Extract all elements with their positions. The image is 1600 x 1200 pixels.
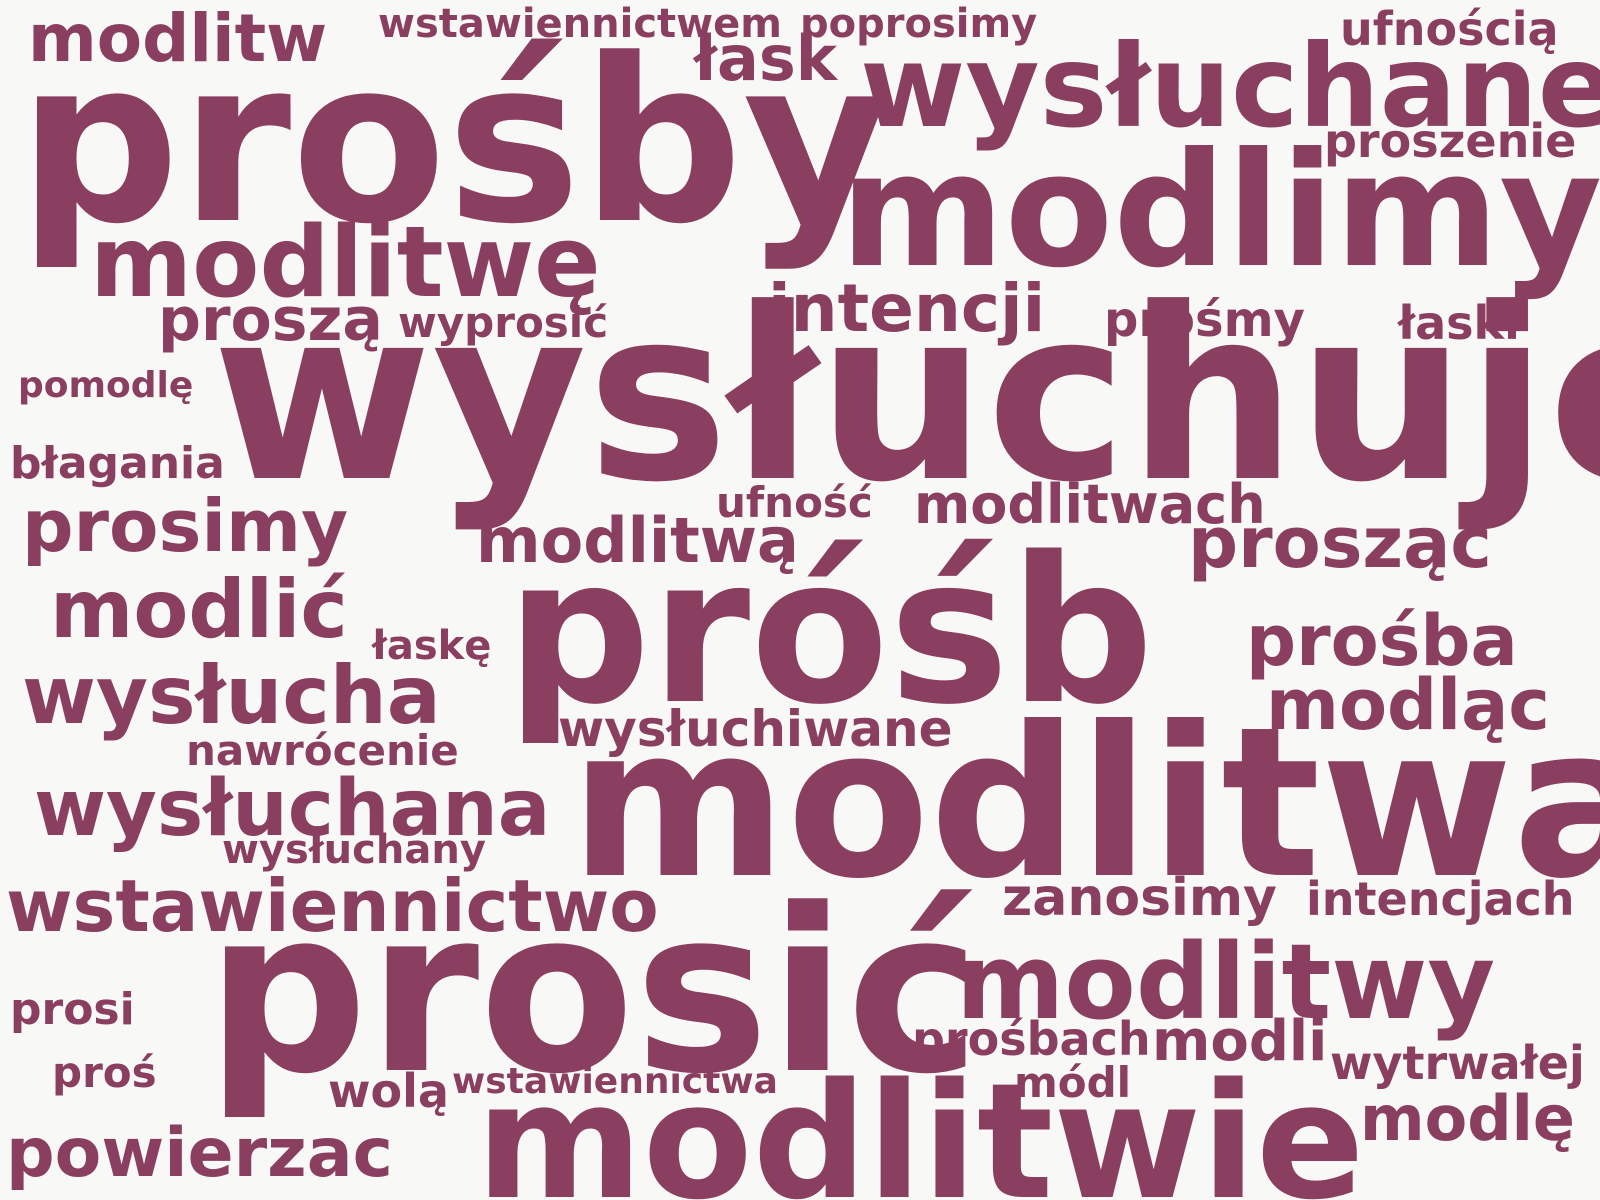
word: prośby bbox=[18, 11, 891, 274]
word: modlę bbox=[1360, 1082, 1575, 1155]
word: prośba bbox=[1246, 600, 1518, 682]
word: prosząc bbox=[1188, 502, 1492, 584]
word: modlitwie bbox=[476, 1048, 1365, 1200]
word: powierzac bbox=[6, 1114, 393, 1193]
word: intencji bbox=[768, 270, 1046, 347]
word: ufność bbox=[716, 478, 873, 527]
word: modlitwy bbox=[956, 921, 1496, 1043]
word: próśb bbox=[506, 513, 1154, 749]
word: wysłuchane bbox=[860, 20, 1600, 153]
word: modlitwa bbox=[570, 683, 1600, 925]
word: wytrwałej bbox=[1330, 1036, 1585, 1090]
word: wstawiennictwo bbox=[6, 864, 659, 948]
word: modli bbox=[1152, 1009, 1328, 1074]
word: wolą bbox=[328, 1064, 449, 1118]
word: poprosimy bbox=[800, 1, 1038, 47]
word: wysłuchiwane bbox=[558, 700, 953, 758]
word: łaski bbox=[1398, 296, 1520, 350]
word: módl bbox=[1014, 1058, 1132, 1107]
word: wstawiennictwem bbox=[378, 1, 782, 47]
word: prosimy bbox=[22, 484, 349, 568]
word: wysłuchuje bbox=[212, 258, 1600, 535]
word: zanosimy bbox=[1002, 868, 1277, 928]
word: ufnością bbox=[1340, 2, 1559, 56]
word: modlimy bbox=[840, 119, 1600, 303]
word: intencjach bbox=[1306, 872, 1575, 926]
word: łask bbox=[694, 22, 837, 95]
word: wysłuchana bbox=[34, 764, 551, 854]
word: wysłucha bbox=[22, 649, 441, 742]
word: prosi bbox=[10, 984, 135, 1035]
word: proszą bbox=[158, 285, 383, 355]
word: pomodlę bbox=[18, 365, 194, 406]
word: wstawiennictwa bbox=[452, 1061, 778, 1102]
word: modlitwą bbox=[476, 504, 799, 577]
word: błagania bbox=[10, 438, 225, 489]
word: prośbach bbox=[912, 1012, 1151, 1066]
word: modląc bbox=[1266, 664, 1550, 746]
word: wyprosić bbox=[398, 298, 609, 347]
word: wysłuchany bbox=[222, 827, 486, 873]
word: prosić bbox=[206, 861, 981, 1124]
word: modlitw bbox=[28, 0, 328, 77]
word: modlitwę bbox=[90, 206, 601, 320]
word: modlitwach bbox=[914, 473, 1266, 536]
word: prośmy bbox=[1104, 292, 1305, 348]
word: proszenie bbox=[1324, 114, 1577, 168]
word: łaskę bbox=[372, 623, 492, 669]
word: proś bbox=[52, 1048, 157, 1097]
word: nawrócenie bbox=[186, 726, 459, 775]
word: modlić bbox=[50, 563, 348, 656]
